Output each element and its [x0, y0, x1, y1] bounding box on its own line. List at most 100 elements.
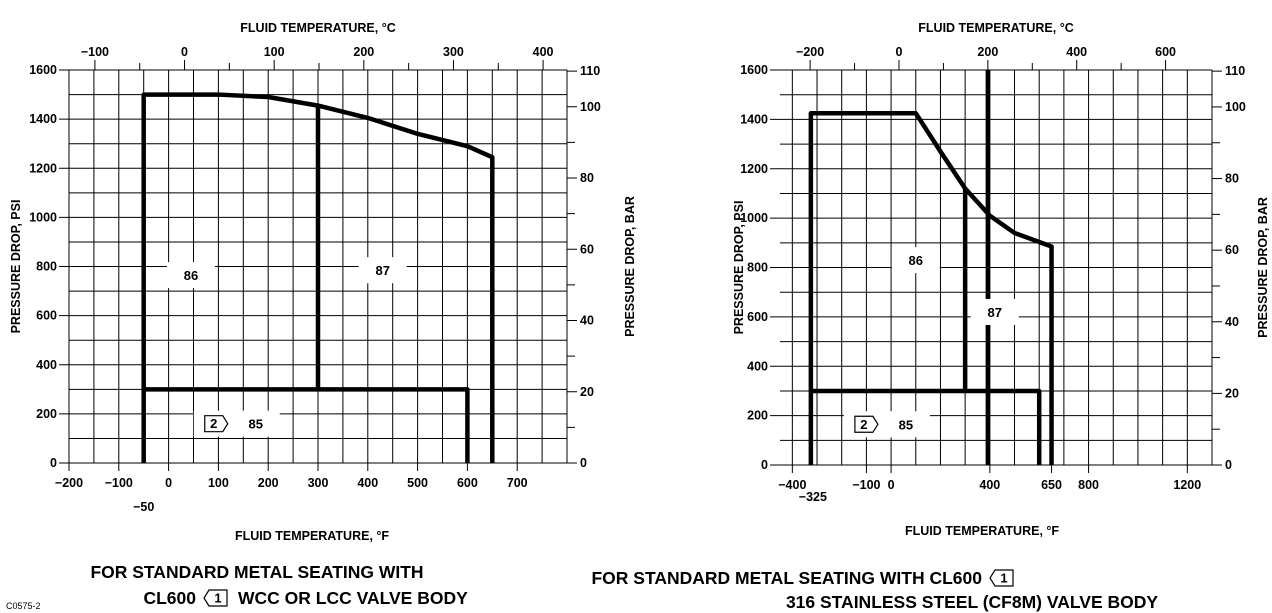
- region-label-86: 86: [909, 253, 923, 268]
- region-label-bg: [891, 247, 940, 274]
- y-tick-label: 1600: [740, 63, 768, 77]
- y-tick-label: 200: [36, 407, 57, 421]
- caption-line-1-prefix: FOR STANDARD METAL SEATING WITH CL600: [591, 568, 982, 588]
- y-tick-label: 1000: [740, 211, 768, 225]
- x-tick-label: 500: [407, 476, 428, 490]
- y-tick-label: 800: [747, 261, 768, 275]
- region-label-85: 85: [249, 417, 263, 432]
- bar-tick-label: 0: [580, 456, 587, 470]
- x-extra-tick-label: −50: [133, 500, 154, 514]
- series-line-2: [810, 388, 1042, 465]
- x2-axis-title: FLUID TEMPERATURE, °C: [240, 21, 395, 35]
- c-tick-label: 100: [264, 45, 285, 59]
- region-note-85-number: 2: [860, 417, 867, 432]
- c-tick-label: 600: [1155, 45, 1176, 59]
- c-tick-label: 200: [353, 45, 374, 59]
- y-tick-label: 1200: [740, 162, 768, 176]
- x-tick-label: 200: [258, 476, 279, 490]
- bar-tick-label: 80: [580, 171, 594, 185]
- region-note-85-box: [854, 415, 879, 433]
- region-label-bg: [167, 262, 216, 289]
- bar-tick-label: 0: [1225, 458, 1232, 472]
- x-axis-title: FLUID TEMPERATURE, °F: [235, 529, 389, 543]
- y-tick-label: 200: [747, 409, 768, 423]
- x-tick-label: 0: [888, 478, 895, 492]
- caption-note-1-number: 1: [214, 591, 221, 606]
- series-line-1: [141, 92, 495, 463]
- c-tick-label: 300: [443, 45, 464, 59]
- x-tick-label: 0: [165, 476, 172, 490]
- y-tick-label: 1400: [29, 112, 57, 126]
- bar-tick-label: 80: [1225, 172, 1239, 186]
- region-label-bg: [358, 257, 407, 284]
- x-tick-label: 100: [208, 476, 229, 490]
- y-tick-label: 1000: [29, 210, 57, 224]
- bar-tick-label: 110: [580, 64, 600, 78]
- x-tick-label: 400: [357, 476, 378, 490]
- region-label-85: 85: [899, 417, 913, 432]
- c-tick-label: 400: [533, 45, 554, 59]
- x-tick-label: −100: [852, 478, 880, 492]
- bar-tick-label: 20: [580, 385, 594, 399]
- c-tick-label: 0: [181, 45, 188, 59]
- bar-tick-label: 100: [580, 100, 601, 114]
- caption-line-2-suffix: WCC OR LCC VALVE BODY: [238, 588, 468, 608]
- x-tick-label: 700: [507, 476, 528, 490]
- bar-tick-label: 60: [1225, 243, 1239, 257]
- caption-note-2-number: 1: [1000, 571, 1007, 586]
- x-tick-label: 650: [1041, 478, 1062, 492]
- y-tick-label: 400: [747, 359, 768, 373]
- caption-line-2: 316 STAINLESS STEEL (CF8M) VALVE BODY: [786, 592, 1158, 612]
- region-label-bg: [970, 298, 1019, 325]
- region-label-86: 86: [184, 268, 198, 283]
- bar-tick-label: 40: [1225, 315, 1239, 329]
- x-tick-label: 300: [308, 476, 329, 490]
- x2-axis-title: FLUID TEMPERATURE, °C: [918, 21, 1073, 35]
- y-tick-label: 1400: [740, 112, 768, 126]
- x-tick-label: 600: [457, 476, 478, 490]
- y-tick-label: 1600: [29, 63, 57, 77]
- x-extra-tick-label: −325: [799, 490, 827, 504]
- y-tick-label: 600: [36, 309, 57, 323]
- y-tick-label: 1200: [29, 161, 57, 175]
- bar-tick-label: 40: [580, 314, 594, 328]
- x-tick-label: 800: [1078, 478, 1099, 492]
- bar-tick-label: 110: [1225, 64, 1245, 78]
- y-tick-label: 800: [36, 260, 57, 274]
- x-axis-title: FLUID TEMPERATURE, °F: [905, 524, 1059, 538]
- x-tick-label: −200: [55, 476, 83, 490]
- x-tick-label: 400: [979, 478, 1000, 492]
- y-tick-label: 0: [50, 456, 57, 470]
- caption-line-1: FOR STANDARD METAL SEATING WITH: [90, 562, 423, 582]
- caption-note-2-box: [989, 569, 1014, 587]
- y-tick-label: 600: [747, 310, 768, 324]
- c-tick-label: −100: [81, 45, 109, 59]
- y-tick-label: 400: [36, 358, 57, 372]
- region-label-87: 87: [376, 263, 390, 278]
- y-axis-title: PRESSURE DROP, PSI: [9, 200, 23, 334]
- c-tick-label: 200: [977, 45, 998, 59]
- c-tick-label: −200: [796, 45, 824, 59]
- region-label-87: 87: [988, 305, 1002, 320]
- bar-tick-label: 20: [1225, 386, 1239, 400]
- region-note-85-number: 2: [210, 416, 217, 431]
- caption-note-1-box: [203, 589, 228, 607]
- series-line-2: [143, 387, 470, 463]
- y2-axis-title: PRESSURE DROP, BAR: [1256, 197, 1270, 338]
- x-tick-label: −400: [778, 478, 806, 492]
- figure-code: C0575-2: [6, 601, 41, 611]
- caption-line-2-prefix: CL600: [143, 588, 196, 608]
- y-tick-label: 0: [761, 458, 768, 472]
- c-tick-label: 0: [896, 45, 903, 59]
- region-note-85-box: [204, 415, 229, 433]
- x-tick-label: −100: [105, 476, 133, 490]
- y-axis-title: PRESSURE DROP, PSI: [732, 201, 746, 335]
- y2-axis-title: PRESSURE DROP, BAR: [623, 196, 637, 337]
- bar-tick-label: 100: [1225, 100, 1246, 114]
- x-tick-label: 1200: [1173, 478, 1201, 492]
- chart-wcc-lcc: 0200400600800100012001400160002040608010…: [9, 21, 637, 608]
- c-tick-label: 400: [1066, 45, 1087, 59]
- chart-cf8m: 0200400600800100012001400160002040608010…: [591, 21, 1270, 612]
- bar-tick-label: 60: [580, 242, 594, 256]
